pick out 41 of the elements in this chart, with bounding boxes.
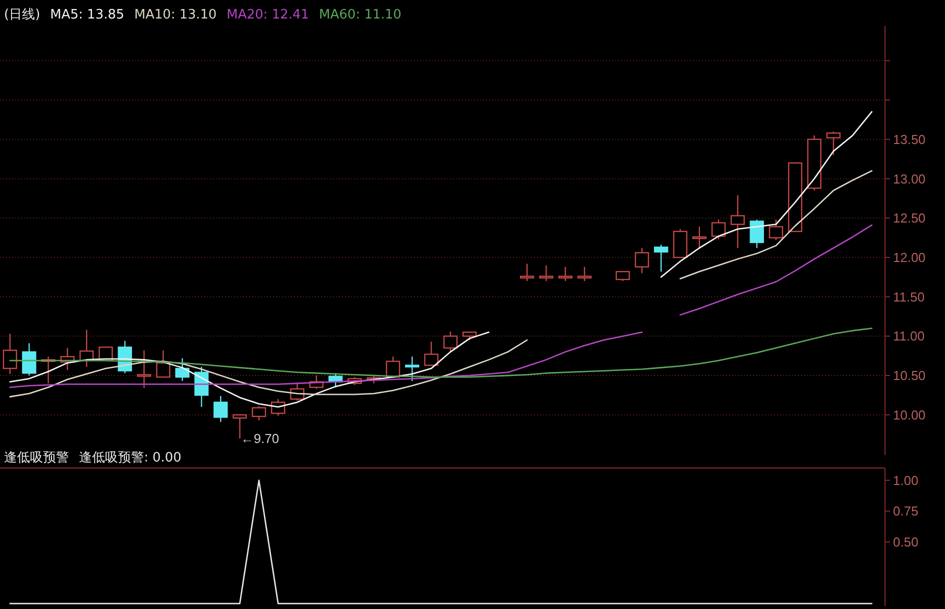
candlestick <box>577 266 592 282</box>
y-tick-label: 11.50 <box>893 289 925 304</box>
candlestick <box>539 264 554 282</box>
y-tick-label: 0.75 <box>893 504 918 519</box>
candlestick <box>252 406 266 421</box>
candlestick <box>826 130 841 156</box>
candlestick <box>654 244 668 272</box>
y-tick-label: 12.00 <box>893 250 926 265</box>
y-tick-label: 10.50 <box>893 368 926 384</box>
y-tick-label: 12.50 <box>893 210 926 226</box>
candlestick <box>711 219 726 240</box>
candlestick <box>405 356 420 382</box>
candlestick <box>558 266 572 282</box>
text: MA5: 13.85 <box>50 8 124 23</box>
candlestick <box>443 330 458 352</box>
candlestick <box>2 333 18 375</box>
y-tick-label: 13.00 <box>893 171 926 186</box>
y-tick-label: 0.50 <box>893 534 918 550</box>
candlestick <box>136 350 152 389</box>
candlestick <box>692 226 706 249</box>
text: MA10: 13.10 <box>134 8 217 23</box>
text: MA20: 12.41 <box>226 8 310 23</box>
y-tick-label: 11.00 <box>893 328 925 344</box>
text: 逢低吸预警: 0.00 <box>79 450 182 466</box>
candlestick <box>768 219 784 241</box>
candlestick <box>634 247 650 274</box>
candlestick <box>730 194 745 249</box>
candlestick <box>22 342 36 376</box>
candlestick <box>214 395 228 423</box>
candlestick <box>424 341 438 366</box>
y-tick-label: 1.00 <box>893 472 918 488</box>
annotation: ←9.70 <box>240 431 280 446</box>
candlestick <box>750 219 764 249</box>
candlestick <box>520 263 534 282</box>
candlestick <box>156 350 170 378</box>
chart-title: 逢低吸预警 <box>4 450 69 466</box>
candlestick <box>616 270 630 282</box>
text: MA60: 11.10 <box>319 8 402 23</box>
chart-title: (日线) <box>4 8 40 23</box>
y-tick-label: 10.00 <box>893 407 926 422</box>
y-tick-label: 13.50 <box>893 132 926 147</box>
